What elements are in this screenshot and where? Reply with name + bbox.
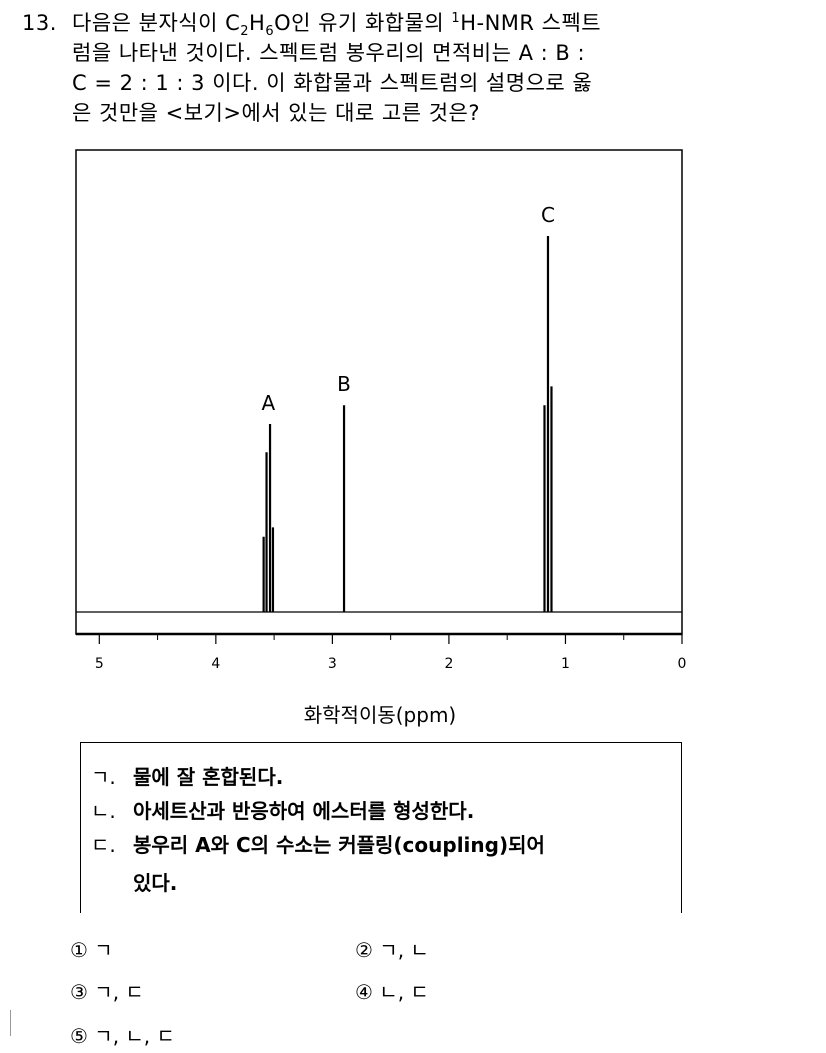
x-tick-label: 3 — [328, 656, 337, 672]
q-text-1b: H — [249, 11, 266, 35]
choice-3-num: ③ — [70, 980, 88, 1004]
x-axis-label: 화학적이동(ppm) — [304, 703, 456, 727]
bogi-text-3: 봉우리 A와 C의 수소는 커플링(coupling)되어 — [133, 833, 545, 857]
choice-1-num: ① — [70, 938, 88, 962]
bogi-marker-2: ㄴ. — [91, 799, 116, 823]
choice-5-text: ㄱ, ㄴ, ㄷ — [94, 1024, 175, 1048]
bogi-marker-1: ㄱ. — [91, 765, 116, 789]
q-text-1d: H-NMR 스펙트 — [460, 11, 602, 35]
chart-frame — [75, 149, 683, 635]
peaks: A B C — [261, 203, 555, 612]
x-axis-ticks: 5 4 3 2 1 0 — [95, 634, 687, 672]
x-tick-label: 2 — [444, 656, 453, 672]
bogi-item-3: ㄷ. 봉우리 A와 C의 수소는 커플링(coupling)되어 — [91, 829, 545, 858]
q-text-1c: O인 유기 화합물의 — [274, 11, 452, 35]
q-text-1a: 다음은 분자식이 C — [72, 11, 241, 35]
choice-5[interactable]: ⑤ ㄱ, ㄴ, ㄷ — [70, 1020, 175, 1049]
question-number: 13. — [22, 11, 57, 35]
bogi-text-1: 물에 잘 혼합된다. — [133, 765, 284, 789]
choice-2-num: ② — [355, 938, 373, 962]
peak-label-a: A — [261, 391, 275, 415]
choice-1-text: ㄱ — [94, 938, 113, 962]
x-tick-label: 5 — [95, 656, 104, 672]
x-tick-label: 4 — [211, 656, 220, 672]
bogi-marker-3: ㄷ. — [91, 833, 116, 857]
q-sub-2: 6 — [265, 24, 275, 40]
choice-3-text: ㄱ, ㄷ — [94, 980, 144, 1004]
choice-3[interactable]: ③ ㄱ, ㄷ — [70, 976, 144, 1005]
q-sub-1: 2 — [240, 24, 250, 40]
q-sup-1: 1 — [451, 11, 461, 26]
choice-5-num: ⑤ — [70, 1024, 88, 1048]
x-tick-label: 1 — [561, 656, 570, 672]
peak-label-b: B — [337, 372, 351, 396]
peak-label-c: C — [541, 203, 555, 227]
choice-4[interactable]: ④ ㄴ, ㄷ — [355, 976, 429, 1005]
x-tick-label: 0 — [678, 656, 687, 672]
question-line-3: C = 2 : 1 : 3 이다. 이 화합물과 스펙트럼의 설명으로 옳 — [72, 71, 593, 95]
question-line-1: 13. 다음은 분자식이 C2H6O인 유기 화합물의 1H-NMR 스펙트 — [22, 8, 802, 38]
question-stem: 13. 다음은 분자식이 C2H6O인 유기 화합물의 1H-NMR 스펙트 럼을… — [22, 8, 802, 128]
margin-mark — [10, 1010, 11, 1036]
bogi-item-2: ㄴ. 아세트산과 반응하여 에스터를 형성한다. — [91, 795, 474, 824]
bogi-text-2: 아세트산과 반응하여 에스터를 형성한다. — [133, 799, 475, 823]
question-line-2: 럼을 나타낸 것이다. 스펙트럼 봉우리의 면적비는 A : B : — [72, 41, 586, 65]
choice-2[interactable]: ② ㄱ, ㄴ — [355, 934, 429, 963]
choice-4-num: ④ — [355, 980, 373, 1004]
choice-2-text: ㄱ, ㄴ — [379, 938, 429, 962]
bogi-item-1: ㄱ. 물에 잘 혼합된다. — [91, 761, 283, 790]
nmr-spectrum-chart: 5 4 3 2 1 0 A B C 화학적이동(ppm) — [75, 149, 687, 727]
choice-1[interactable]: ① ㄱ — [70, 934, 113, 963]
choice-4-text: ㄴ, ㄷ — [379, 980, 429, 1004]
bogi-continuation: 있다. — [133, 871, 178, 895]
bogi-box: ㄱ. 물에 잘 혼합된다. ㄴ. 아세트산과 반응하여 에스터를 형성한다. ㄷ. 봉… — [80, 742, 682, 913]
question-line-4: 은 것만을 <보기>에서 있는 대로 고른 것은? — [72, 101, 481, 125]
